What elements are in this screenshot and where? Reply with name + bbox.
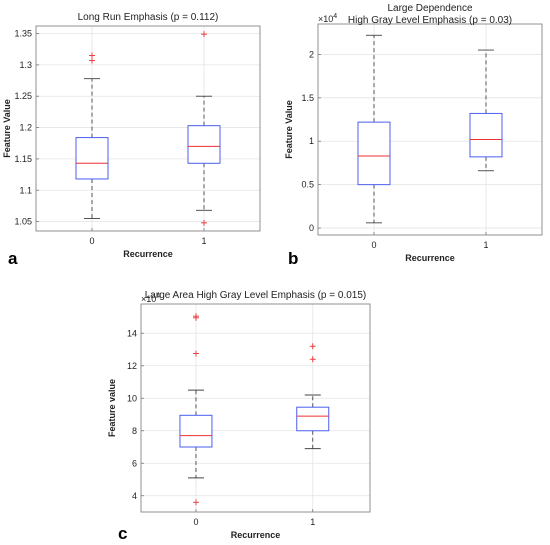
panel-b-y-axis-label: Feature Value [284,100,294,159]
panel-c-y-tick-label: 10 [127,393,137,403]
panel-b-x-tick-label: 1 [483,240,488,250]
panel-b-y-tick-label: 0.5 [301,180,314,190]
panel-b-y-tick-label: 0 [309,223,314,233]
panel-c-iqr-box [296,406,330,432]
panel-c-iqr-box [179,414,213,448]
panel-b-iqr-box [357,121,391,186]
panel-a-title: Long Run Emphasis (p = 0.112) [78,12,219,23]
panel-c-box-1 [296,343,330,450]
panel-c-y-exponent: ×104 [141,293,160,304]
panel-c-y-tick-label: 4 [132,491,137,501]
panel-a-label: a [8,249,18,268]
panel-c-y-tick-label: 14 [127,328,137,338]
panel-c-x-tick-label: 1 [310,517,315,527]
panel-c-title: Large Area High Gray Level Emphasis (p =… [145,290,367,301]
panel-c-x-tick-label: 0 [193,517,198,527]
panel-b-y-tick-label: 1 [309,136,314,146]
panel-a-y-tick-label: 1.2 [19,123,32,133]
panel-a-iqr-box [187,125,221,164]
panel-a-outlier [201,31,207,38]
panel-b-y-tick-label: 1.5 [301,93,314,103]
panel-c-outlier [309,356,316,363]
panel-b-box-0 [357,34,391,224]
panel-c-outlier [192,313,199,320]
panel-b-iqr-box [469,112,503,158]
panel-b-box-1 [469,49,503,172]
panel-b-y-exponent: ×104 [318,13,337,24]
panel-b: 0 0.5 1 1.5 2 0 1 Large Dependence High Gray L… [284,3,543,268]
panel-a-outlier [89,52,95,59]
panel-c-y-tick-label: 12 [127,361,137,371]
panel-a-outlier [89,57,95,64]
panel-a-y-axis-label: Feature Value [2,99,12,158]
panel-a-y-tick-label: 1.15 [14,154,32,164]
panel-b-title-line-1: Large Dependence [387,3,473,14]
panel-c-y-tick-label: 6 [132,458,137,468]
panel-c-outlier [192,350,199,357]
panel-c-y-tick-label: 8 [132,426,137,436]
panel-c-y-axis-label: Feature value [107,379,117,437]
panel-c-axes-frame [140,303,371,513]
panel-a-iqr-box [75,137,109,180]
panel-a-x-axis-label: Recurrence [123,249,173,259]
panel-c-outlier [192,499,199,506]
panel-a-axes-frame [35,25,261,232]
panel-c-x-axis-label: Recurrence [231,530,281,540]
panel-a-x-tick-label: 1 [201,236,206,246]
panel-b-x-tick-label: 0 [371,240,376,250]
panel-b-x-axis-label: Recurrence [405,253,455,263]
panel-a-box-0 [75,52,109,219]
panel-b-axes-frame [317,23,543,236]
panel-a-x-tick-label: 0 [89,236,94,246]
panel-a-outlier [201,219,207,226]
panel-c-box-0 [179,313,213,506]
panel-a: 1.05 1.1 1.15 1.2 1.25 1.3 1.35 0 1 Long Run Emp… [2,12,261,268]
panel-b-label: b [288,249,298,268]
panel-a-box-1 [187,31,221,226]
panel-a-y-tick-label: 1.3 [19,60,32,70]
panel-a-y-tick-label: 1.25 [14,91,32,101]
panel-c-outlier [309,343,316,350]
panel-c-label: c [118,524,127,543]
panel-a-y-tick-label: 1.1 [19,185,32,195]
panel-c: 4 6 8 10 12 14 0 1 Large Area High Gray Level E… [107,290,371,543]
panel-b-y-tick-label: 2 [309,49,314,59]
panel-a-y-tick-label: 1.05 [14,217,32,227]
panel-a-y-tick-label: 1.35 [14,29,32,39]
panel-b-title-line-2: High Gray Level Emphasis (p = 0.03) [348,15,512,26]
